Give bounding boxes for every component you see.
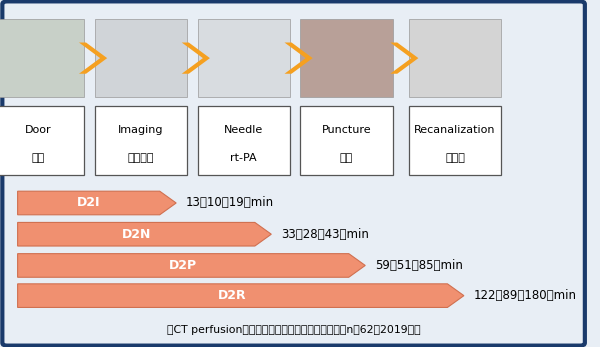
Text: D2I: D2I [77,196,100,210]
Text: Imaging: Imaging [118,125,164,135]
Text: 穿刺: 穿刺 [340,153,353,163]
Polygon shape [17,254,365,277]
FancyBboxPatch shape [0,19,84,97]
FancyBboxPatch shape [197,106,290,175]
Text: 画像診断: 画像診断 [128,153,154,163]
FancyBboxPatch shape [95,19,187,97]
FancyBboxPatch shape [0,106,84,175]
Text: Puncture: Puncture [322,125,371,135]
Text: Needle: Needle [224,125,263,135]
Polygon shape [17,284,464,307]
FancyBboxPatch shape [301,19,392,97]
FancyBboxPatch shape [409,19,501,97]
Text: 122（89～180）min: 122（89～180）min [473,289,576,302]
Polygon shape [390,43,418,74]
FancyBboxPatch shape [301,106,392,175]
Text: 33（28～43）min: 33（28～43）min [281,228,368,241]
Polygon shape [17,222,271,246]
Text: 59（51～85）min: 59（51～85）min [374,259,463,272]
Text: Recanalization: Recanalization [415,125,496,135]
FancyBboxPatch shape [409,106,501,175]
Text: rt-PA: rt-PA [230,153,257,163]
Text: D2P: D2P [169,259,197,272]
Text: 再開通: 再開通 [445,153,465,163]
Polygon shape [17,191,176,215]
FancyBboxPatch shape [2,1,585,346]
Polygon shape [284,43,313,74]
Text: 13（10～19）min: 13（10～19）min [185,196,274,210]
Text: D2N: D2N [122,228,151,241]
Polygon shape [182,43,210,74]
Text: D2R: D2R [218,289,247,302]
Text: Door: Door [25,125,52,135]
Text: 来院: 来院 [32,153,45,163]
FancyBboxPatch shape [95,106,187,175]
Text: ＊CT perfusion・血栓回収療法が施行された症例　n＝62（2019年）: ＊CT perfusion・血栓回収療法が施行された症例 n＝62（2019年） [167,325,421,335]
FancyBboxPatch shape [197,19,290,97]
Polygon shape [79,43,107,74]
